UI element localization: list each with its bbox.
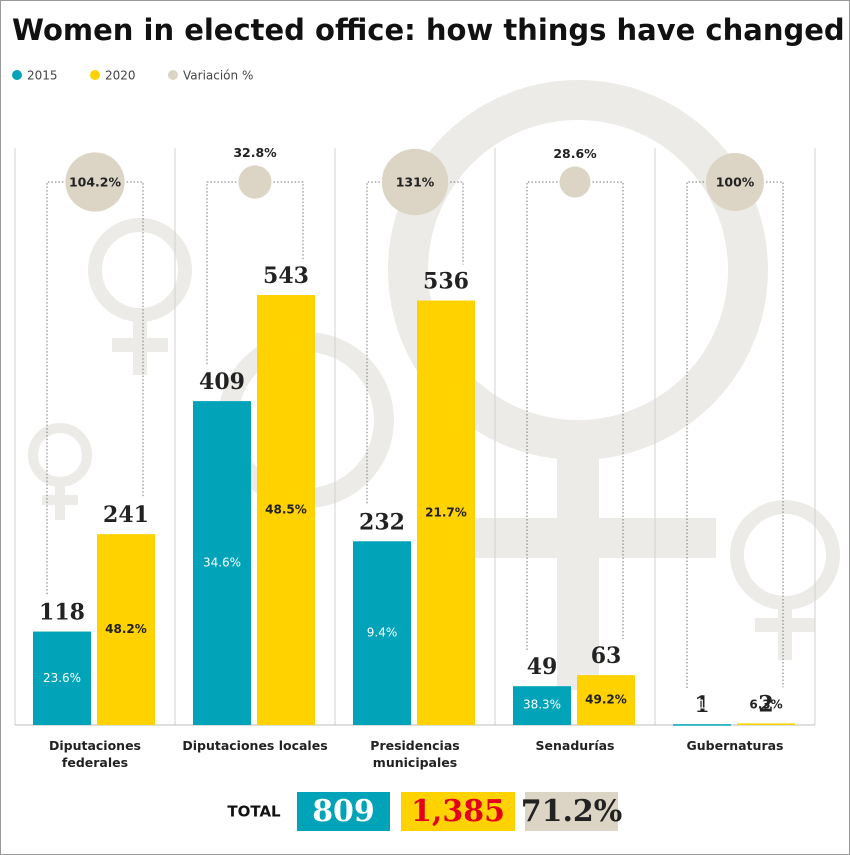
connector-line	[686, 181, 704, 689]
bar-share-label: 48.5%	[265, 503, 307, 517]
bar	[737, 723, 795, 725]
connector-line	[366, 181, 380, 506]
category-label: Senadurías	[535, 738, 615, 753]
bar	[257, 295, 315, 725]
chart-title: Women in elected office: how things have…	[12, 13, 845, 47]
variation-label: 131%	[396, 175, 435, 190]
bar	[193, 401, 251, 725]
connector-line	[273, 181, 304, 259]
legend-swatch	[90, 70, 100, 80]
connector-line	[46, 181, 64, 596]
bar-share-label: 48.2%	[105, 622, 147, 636]
connector-line	[206, 181, 237, 366]
variation-bubble	[706, 153, 764, 211]
connector-line	[766, 181, 784, 688]
bar-share-label: 23.6%	[43, 671, 81, 685]
bar-value-label: 1	[694, 692, 709, 718]
legend-swatch	[168, 70, 178, 80]
category-label: Presidencias municipales	[370, 738, 460, 770]
bar-value-label: 2	[758, 691, 773, 717]
legend-swatch	[12, 70, 22, 80]
bar	[417, 300, 475, 725]
bar	[33, 631, 91, 725]
bar-share-label: 9.4%	[367, 626, 398, 640]
total-box	[297, 792, 390, 831]
bar-value-label: 543	[263, 263, 309, 289]
bar-value-label: 536	[423, 269, 469, 295]
variation-bubble	[238, 165, 272, 199]
bar-share-label: 21.7%	[425, 505, 467, 519]
bar-value-label: 49	[527, 654, 558, 680]
variation-label: 104.2%	[69, 175, 122, 190]
variation-label: 100%	[716, 175, 755, 190]
bar-value-label: 63	[591, 643, 622, 669]
bar-value-label: 118	[39, 600, 85, 626]
bar	[513, 686, 571, 725]
totals-label: TOTAL	[227, 803, 281, 821]
variation-bubble	[381, 148, 449, 216]
bar-share-label: 34.6%	[203, 556, 241, 570]
variation-label: 32.8%	[233, 145, 277, 160]
category-label: Gubernaturas	[686, 738, 784, 753]
total-box	[525, 792, 618, 831]
variation-label: 28.6%	[553, 146, 597, 161]
legend-label: 2015	[27, 69, 58, 83]
total-value: 1,385	[411, 794, 505, 829]
bar-share-label: 3.1%	[687, 698, 718, 712]
bar	[673, 724, 731, 726]
bar	[353, 541, 411, 725]
bar	[577, 675, 635, 725]
bar	[97, 534, 155, 725]
total-value: 71.2%	[521, 794, 623, 829]
connector-line	[450, 181, 464, 265]
variation-bubble	[559, 166, 591, 198]
bar-share-label: 49.2%	[585, 693, 627, 707]
bar-value-label: 241	[103, 502, 149, 528]
total-box	[401, 792, 515, 831]
category-label: Diputaciones federales	[48, 738, 142, 770]
legend-label: 2020	[105, 69, 136, 83]
bar-share-label: 38.3%	[523, 698, 561, 712]
bar-value-label: 409	[199, 369, 245, 395]
total-value: 809	[312, 794, 375, 829]
bar-share-label: 6.3%	[749, 698, 782, 712]
variation-bubble	[65, 152, 125, 212]
bar-value-label: 232	[359, 509, 405, 535]
legend-label: Variación %	[183, 69, 253, 83]
category-label: Diputaciones locales	[182, 738, 328, 753]
